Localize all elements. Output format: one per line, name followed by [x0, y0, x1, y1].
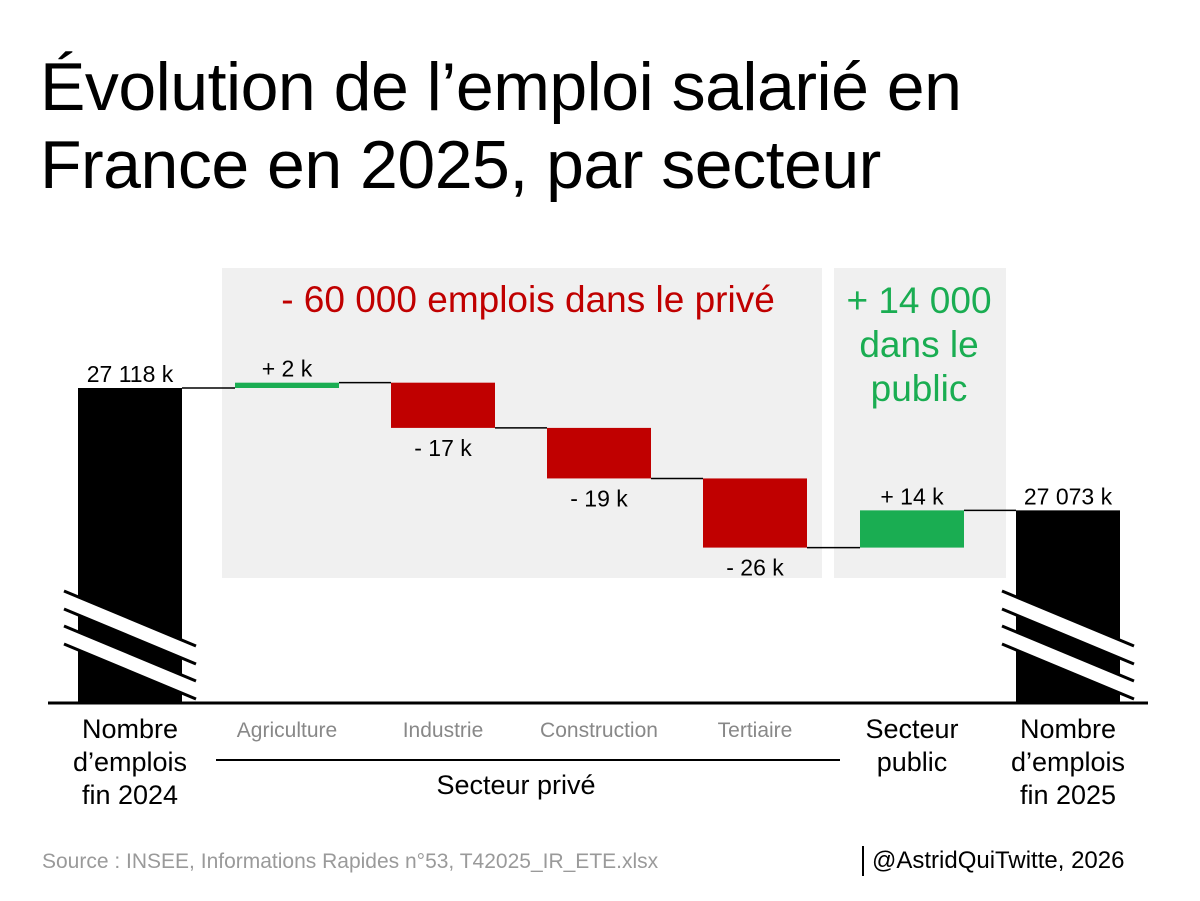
category-label: public	[877, 747, 948, 777]
source-note: Source : INSEE, Informations Rapides n°5…	[42, 850, 659, 873]
value-label: - 17 k	[414, 435, 472, 461]
bar-3	[391, 382, 495, 428]
bar-6	[860, 510, 964, 548]
bar-2	[235, 382, 339, 388]
axis-break-mark	[1001, 642, 1135, 701]
bar-4	[547, 427, 651, 479]
annotation-public: + 14 000	[846, 280, 991, 321]
category-label: fin 2024	[82, 780, 178, 810]
bar-5	[703, 478, 807, 548]
category-label: Tertiaire	[718, 719, 793, 742]
value-label: - 26 k	[726, 555, 784, 581]
author-credit: @AstridQuiTwitte, 2026	[862, 846, 1124, 876]
axis-break-gap	[998, 592, 1138, 663]
value-label: 27 073 k	[1024, 483, 1113, 509]
category-label: Construction	[540, 719, 658, 742]
annotation-public: public	[871, 368, 968, 409]
axis-break-mark	[1001, 589, 1135, 648]
category-label: Nombre	[1020, 714, 1116, 744]
axis-break-mark	[1001, 624, 1135, 683]
annotation-private: - 60 000 emplois dans le privé	[281, 279, 775, 320]
value-label: + 2 k	[262, 356, 313, 382]
value-label: - 19 k	[570, 485, 628, 511]
axis-break-gap	[60, 592, 200, 663]
axis-break-mark	[63, 624, 197, 683]
category-label: Agriculture	[237, 719, 337, 742]
axis-break-mark	[63, 607, 197, 666]
value-label: + 14 k	[880, 483, 944, 509]
category-label: Nombre	[82, 714, 178, 744]
category-label: Secteur	[865, 714, 958, 744]
category-label: d’emplois	[73, 747, 187, 777]
category-label: Industrie	[403, 719, 484, 742]
axis-break-mark	[63, 642, 197, 701]
category-label: d’emplois	[1011, 747, 1125, 777]
axis-break-mark	[1001, 607, 1135, 666]
chart-title: Évolution de l’emploi salarié en France …	[40, 49, 962, 203]
axis-break-mark	[63, 589, 197, 648]
axis-break-gap	[60, 627, 200, 698]
value-label: 27 118 k	[87, 361, 174, 387]
group-label: Secteur privé	[436, 770, 595, 800]
axis-break-gap	[998, 627, 1138, 698]
annotation-public: dans le	[859, 324, 978, 365]
category-label: fin 2025	[1020, 780, 1116, 810]
